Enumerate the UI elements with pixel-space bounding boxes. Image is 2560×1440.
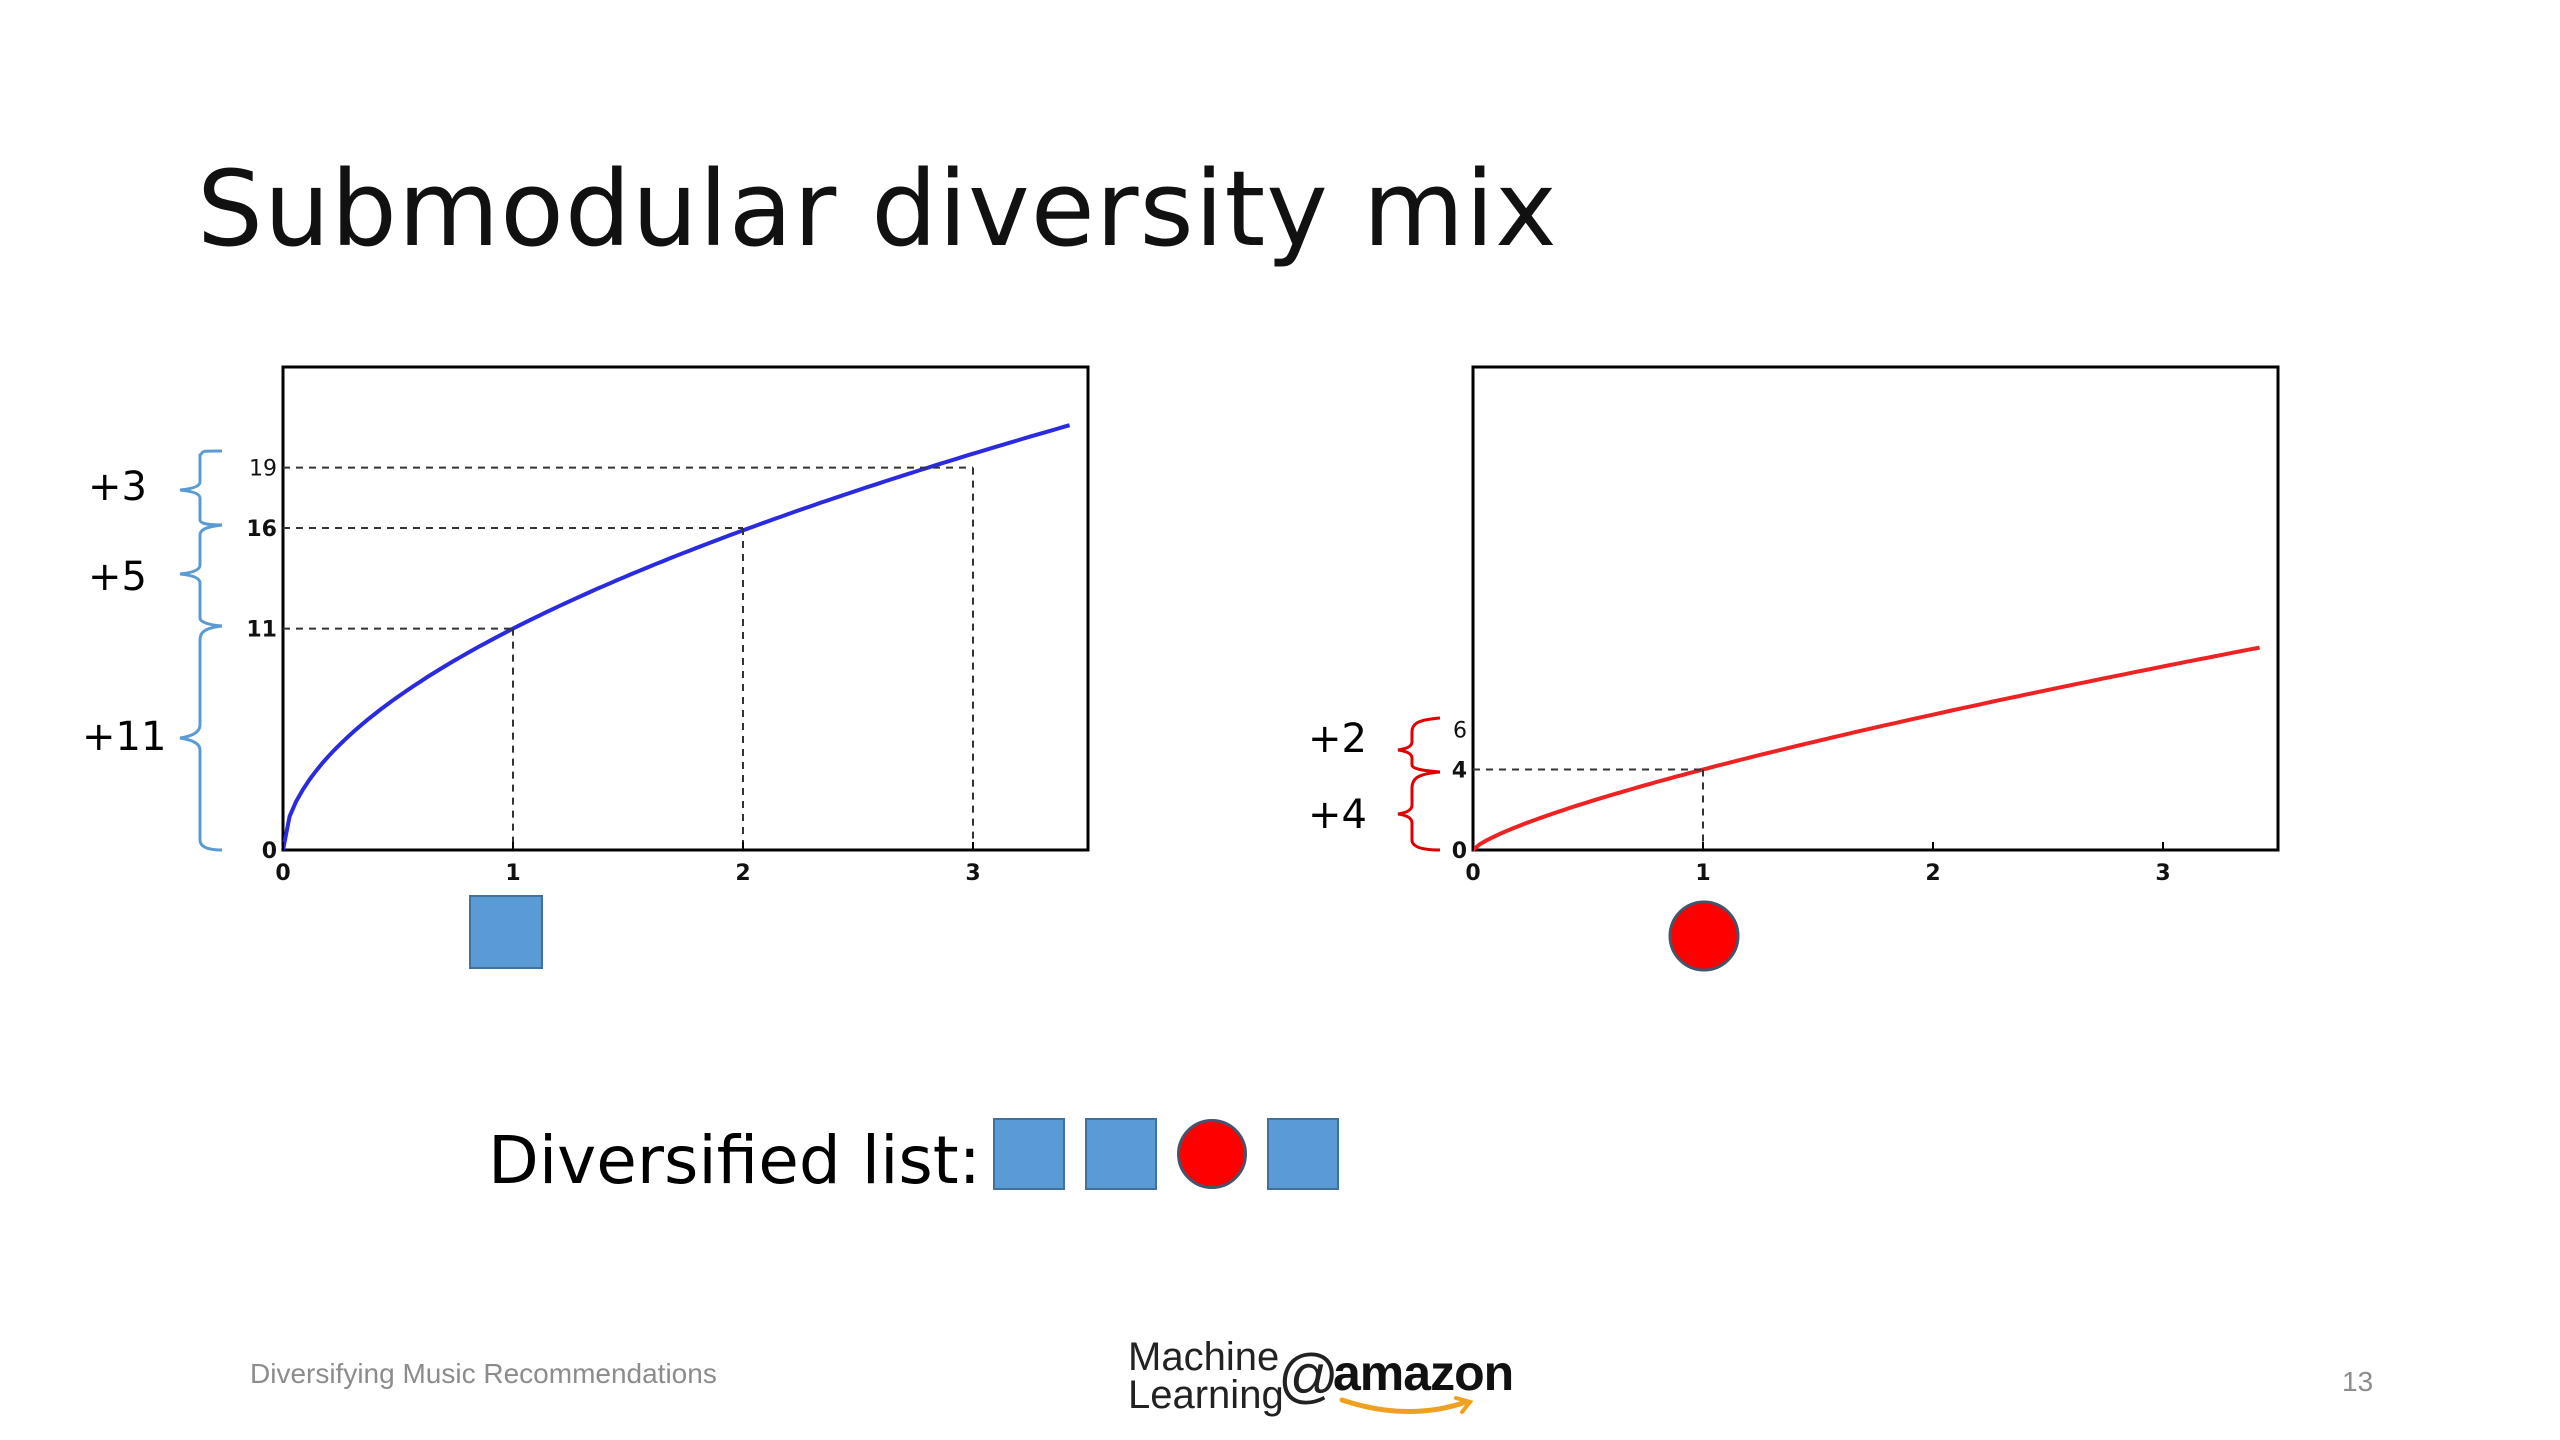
y-tick-label: 19 — [249, 457, 277, 482]
gain-label-2: +2 — [1308, 716, 1367, 762]
y-tick-label: 0 — [262, 839, 277, 864]
right-chart: 0 1 2 3 0 4 6 — [1452, 645, 2260, 886]
logo-brand: amazon — [1333, 1345, 1514, 1401]
brace-gain-4 — [1397, 770, 1441, 852]
y-tick-label: 16 — [246, 517, 277, 542]
x-tick-label: 3 — [2155, 861, 2170, 886]
x-tick-label: 1 — [505, 861, 520, 886]
diversified-list — [993, 1118, 1339, 1190]
logo-line-1: Machine — [1128, 1335, 1280, 1379]
y-tick-label: 0 — [1452, 839, 1467, 864]
page-number: 13 — [2342, 1366, 2374, 1397]
brace-gain-11 — [179, 624, 223, 852]
list-item-square-1 — [993, 1118, 1065, 1190]
brace-gain-2 — [1397, 716, 1441, 774]
gain-label-3: +3 — [88, 464, 147, 510]
machine-learning-amazon-logo: Machine Learning @ amazon — [1128, 1335, 1514, 1418]
y-tick-label: 11 — [246, 618, 277, 643]
x-tick-label: 0 — [275, 861, 290, 886]
x-tick-label: 1 — [1695, 861, 1710, 886]
footer-title: Diversifying Music Recommendations — [250, 1358, 717, 1389]
amazon-smile-icon — [1339, 1396, 1474, 1414]
brace-gain-5 — [179, 523, 223, 628]
gain-label-5: +5 — [88, 554, 147, 600]
gain-label-11: +11 — [82, 714, 166, 760]
x-tick-label: 0 — [1465, 861, 1480, 886]
left-plot-frame — [281, 365, 1090, 852]
left-chart: 0 1 2 3 0 11 16 19 — [246, 423, 1071, 886]
list-item-square-2 — [1085, 1118, 1157, 1190]
right-item-circle — [1668, 900, 1740, 972]
y-tick-label: 4 — [1452, 759, 1467, 784]
curve-line — [281, 423, 1071, 851]
x-tick-label: 2 — [735, 861, 750, 886]
list-item-circle — [1177, 1119, 1247, 1189]
right-plot-frame — [1471, 365, 2280, 852]
left-item-square — [469, 895, 543, 969]
logo-at: @ — [1278, 1342, 1339, 1409]
diversified-list-label: Diversified list: — [488, 1122, 981, 1199]
curve-line — [1471, 645, 2260, 852]
logo-line-2: Learning — [1128, 1373, 1284, 1417]
x-tick-label: 2 — [1925, 861, 1940, 886]
slide-title: Submodular diversity mix — [197, 148, 1558, 270]
logo-text: Machine Learning — [1128, 1335, 1284, 1417]
right-gain-braces: +2 +4 — [1308, 716, 1441, 852]
list-item-square-3 — [1267, 1118, 1339, 1190]
brace-gain-3 — [179, 449, 223, 527]
gain-label-4: +4 — [1308, 792, 1367, 838]
x-tick-label: 3 — [965, 861, 980, 886]
y-tick-label: 6 — [1453, 718, 1467, 743]
left-gain-braces: +3 +5 +11 — [82, 449, 223, 852]
